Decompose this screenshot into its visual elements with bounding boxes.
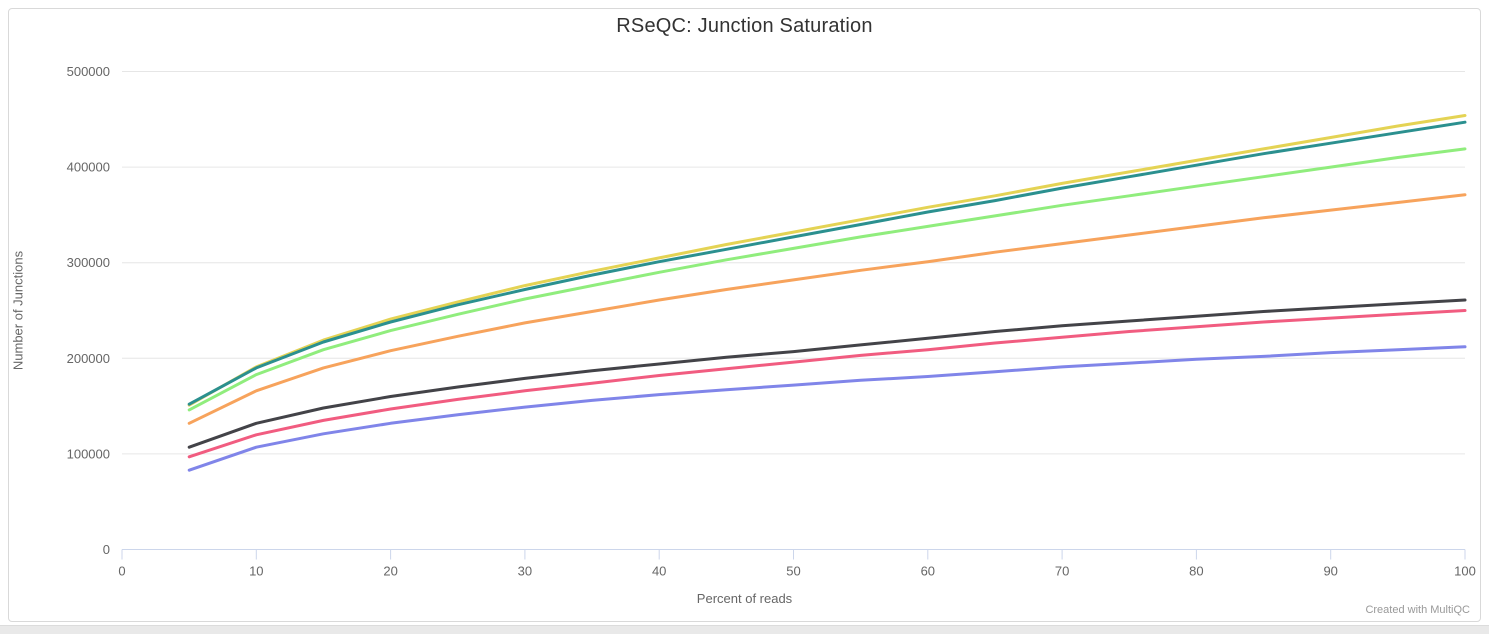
y-tick-label: 300000 [67, 255, 110, 270]
y-tick-label: 500000 [67, 64, 110, 79]
series-line-sample-dark-gray[interactable] [187, 298, 1467, 449]
series-line-sample-yellow[interactable] [187, 114, 1467, 407]
footer-credit: Created with MultiQC [1365, 604, 1470, 616]
series-line-sample-orange[interactable] [187, 193, 1467, 425]
x-tick-label: 100 [1454, 564, 1476, 579]
x-tick-label: 0 [118, 564, 125, 579]
bottom-strip [0, 625, 1489, 634]
series-line-sample-pink[interactable] [187, 309, 1467, 459]
series-line-sample-teal[interactable] [187, 120, 1467, 406]
series-line-sample-green[interactable] [187, 147, 1467, 412]
x-axis-title: Percent of reads [696, 591, 793, 606]
chart-title: RSeQC: Junction Saturation [616, 15, 873, 37]
x-tick-label: 60 [921, 564, 935, 579]
x-tick-label: 30 [518, 564, 532, 579]
y-tick-label: 100000 [67, 446, 110, 461]
x-tick-label: 40 [652, 564, 666, 579]
x-tick-label: 80 [1189, 564, 1203, 579]
y-tick-label: 400000 [67, 160, 110, 175]
series-line-sample-blue[interactable] [187, 345, 1467, 472]
x-tick-label: 50 [786, 564, 800, 579]
chart-panel [8, 8, 1481, 622]
x-tick-label: 70 [1055, 564, 1069, 579]
x-tick-label: 20 [383, 564, 397, 579]
x-tick-label: 10 [249, 564, 263, 579]
y-tick-label: 200000 [67, 351, 110, 366]
y-tick-label: 0 [103, 542, 110, 557]
x-tick-label: 90 [1323, 564, 1337, 579]
y-axis-title: Number of Junctions [10, 250, 26, 371]
